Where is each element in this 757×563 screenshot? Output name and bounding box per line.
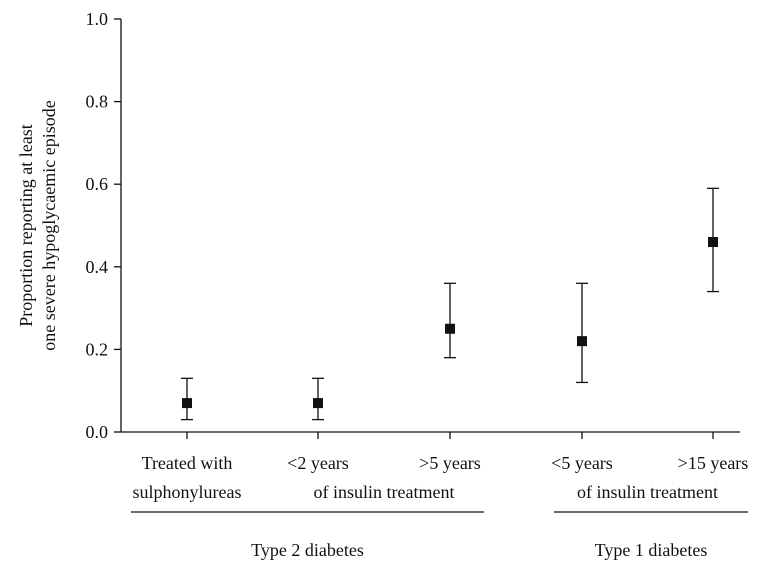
error-bars <box>181 187 719 421</box>
y-tick-label: 0.2 <box>86 339 109 359</box>
y-axis-ticks: 0.0 0.2 0.4 0.6 0.8 1.0 <box>86 9 121 442</box>
subgroup-labels: of insulin treatment of insulin treatment <box>314 482 718 502</box>
category-label: >5 years <box>419 453 481 473</box>
subgroup-label: of insulin treatment <box>314 482 455 502</box>
y-tick-label: 0.8 <box>86 92 109 112</box>
axes <box>120 19 740 433</box>
data-point-marker <box>445 323 455 334</box>
data-point-marker <box>313 398 323 409</box>
y-tick-label: 0.4 <box>86 257 109 277</box>
y-tick-label: 0.6 <box>86 174 109 194</box>
y-axis-title: Proportion reporting at least one severe … <box>16 100 59 350</box>
y-axis-title-line: one severe hypoglycaemic episode <box>39 100 59 350</box>
data-points <box>182 237 718 409</box>
category-label: <2 years <box>287 453 349 473</box>
y-tick-label: 0.0 <box>86 422 109 442</box>
data-point-marker <box>708 237 718 248</box>
group-labels: Type 2 diabetes Type 1 diabetes <box>251 540 707 560</box>
category-labels: Treated with sulphonylureas <2 years >5 yea… <box>133 453 749 502</box>
category-label: Treated with <box>142 453 233 473</box>
category-label: <5 years <box>551 453 613 473</box>
category-label: >15 years <box>678 453 749 473</box>
category-label-line2: sulphonylureas <box>133 482 242 502</box>
data-point-marker <box>182 398 192 409</box>
x-axis-ticks <box>186 432 714 439</box>
group-label: Type 1 diabetes <box>595 540 708 560</box>
group-label: Type 2 diabetes <box>251 540 364 560</box>
y-tick-label: 1.0 <box>86 9 109 29</box>
y-axis-title-line: Proportion reporting at least <box>16 124 36 326</box>
subgroup-label: of insulin treatment <box>577 482 718 502</box>
data-point-marker <box>577 336 587 347</box>
